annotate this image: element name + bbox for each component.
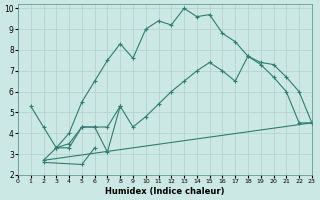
X-axis label: Humidex (Indice chaleur): Humidex (Indice chaleur): [105, 187, 225, 196]
